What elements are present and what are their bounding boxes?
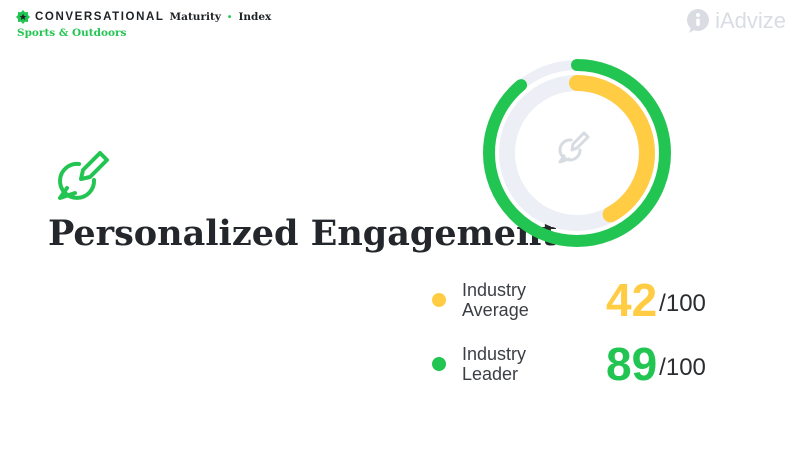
brand-sub-index: Index (238, 11, 272, 23)
leader-progress-arc (483, 59, 671, 247)
brand-category: Sports & Outdoors (17, 27, 127, 39)
legend-value-leader: 89 (606, 338, 658, 390)
legend-dot-average (432, 293, 446, 307)
center-chat-pencil-icon (558, 131, 590, 164)
logo-bubble-icon (687, 9, 710, 33)
topic-title: Personalized Engagement (48, 213, 558, 254)
legend-row-leader: Industry Leader 89 /100 (432, 338, 706, 390)
legend-value-average: 42 (606, 274, 658, 326)
brand-separator: • (227, 11, 232, 23)
legend-max-average: /100 (659, 290, 706, 317)
brand-header: CONVERSATIONAL Maturity • Index Sports &… (16, 10, 271, 39)
chat-pencil-icon (58, 151, 109, 200)
brand-sub-maturity: Maturity (169, 11, 221, 23)
legend-dot-leader (432, 357, 446, 371)
brand-name: CONVERSATIONAL (35, 11, 165, 23)
legend-max-leader: /100 (659, 354, 706, 381)
brand-badge-icon (16, 10, 30, 24)
legend-label-average: Industry Average (462, 280, 529, 320)
logo-text: iAdvize (715, 8, 786, 33)
legend-row-average: Industry Average 42 /100 (432, 274, 706, 326)
iadvize-logo: iAdvize (685, 8, 786, 34)
radial-progress-chart (483, 59, 671, 247)
average-progress-arc (499, 75, 655, 231)
legend-label-leader: Industry Leader (462, 344, 527, 384)
